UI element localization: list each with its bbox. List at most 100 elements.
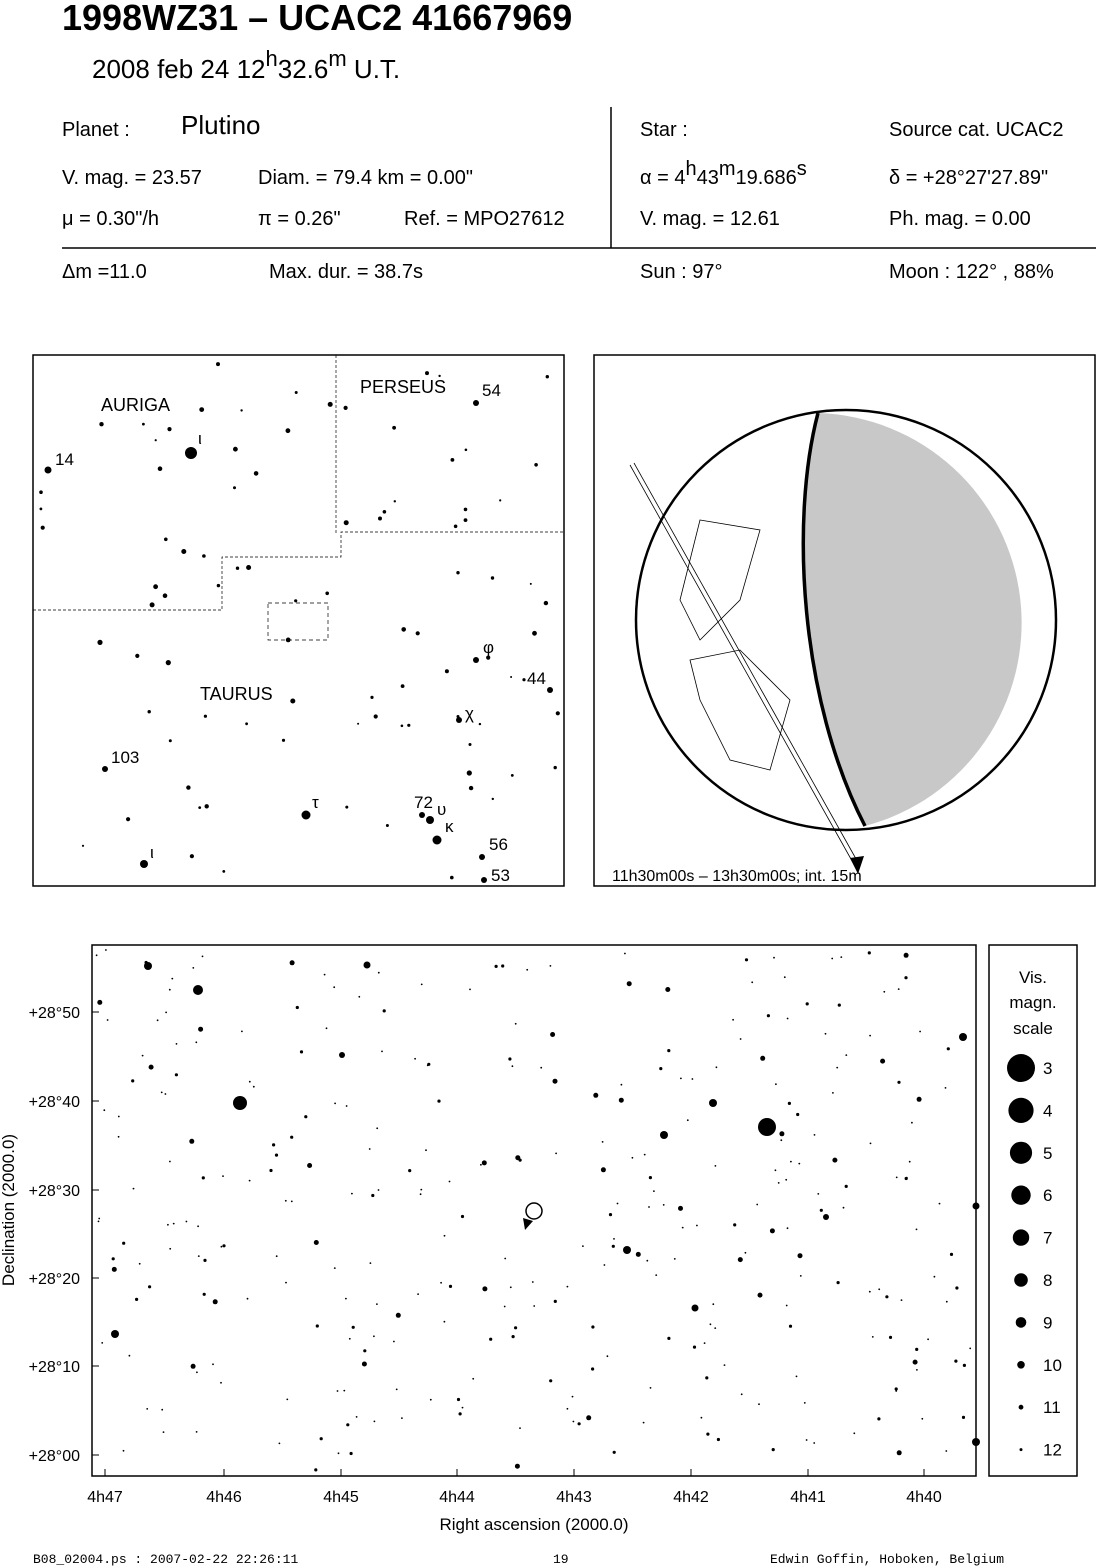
star — [319, 1437, 323, 1441]
star — [448, 1284, 453, 1288]
star — [172, 1222, 175, 1225]
star — [469, 988, 471, 991]
star — [480, 1163, 482, 1166]
star — [836, 1066, 839, 1069]
star — [420, 1188, 423, 1191]
star — [766, 1014, 771, 1018]
star — [660, 1131, 668, 1139]
star — [552, 1078, 558, 1084]
star — [377, 971, 380, 974]
star — [775, 1083, 777, 1086]
scale-dot — [1009, 1141, 1033, 1164]
star — [673, 1258, 676, 1260]
star — [540, 1066, 543, 1069]
star — [591, 1367, 595, 1371]
target-arrow — [523, 1218, 533, 1230]
scale-label: 8 — [1043, 1271, 1052, 1290]
sup: s — [797, 158, 807, 180]
star — [233, 446, 238, 452]
star — [686, 1119, 689, 1122]
star — [959, 1033, 967, 1041]
star — [837, 1003, 841, 1007]
star — [606, 1355, 609, 1358]
star — [103, 1109, 106, 1112]
star — [141, 1054, 144, 1057]
star — [867, 951, 871, 955]
field-frame — [91, 944, 977, 1477]
star — [349, 1451, 353, 1456]
star-label: ι — [198, 429, 202, 448]
star — [202, 554, 206, 558]
star — [773, 956, 775, 959]
star — [696, 1224, 698, 1227]
star — [819, 1208, 823, 1212]
star — [393, 500, 396, 503]
star — [456, 717, 462, 723]
star — [582, 1245, 584, 1247]
x-tick-label: 4h45 — [323, 1489, 359, 1506]
scale-label: 12 — [1043, 1441, 1062, 1460]
planet-label: Planet : — [62, 119, 130, 141]
target — [525, 1202, 543, 1220]
star — [786, 1227, 789, 1230]
star — [248, 1080, 251, 1083]
star — [616, 1202, 619, 1205]
star — [911, 1121, 913, 1124]
star — [392, 425, 396, 430]
star — [732, 1018, 734, 1021]
star — [101, 1342, 104, 1344]
star — [246, 565, 252, 570]
star — [758, 1118, 776, 1136]
star — [189, 1138, 195, 1144]
star — [813, 1442, 816, 1444]
y-tick-label: +28°00 — [29, 1448, 80, 1465]
terminator — [801, 412, 867, 827]
star — [880, 1058, 886, 1064]
star — [691, 1078, 694, 1080]
field-box — [267, 602, 329, 641]
star — [509, 1286, 512, 1289]
scale-dot — [1015, 1317, 1027, 1328]
star — [147, 710, 151, 714]
star — [370, 695, 374, 700]
star — [519, 1427, 521, 1429]
star — [739, 1038, 742, 1040]
star — [195, 1041, 198, 1044]
scale-label: 5 — [1043, 1144, 1052, 1163]
star — [456, 571, 460, 575]
star-label: τ — [312, 793, 319, 812]
star — [526, 968, 529, 971]
star — [545, 375, 549, 379]
globe-caption: 11h30m00s – 13h30m00s; int. 15m — [612, 868, 862, 885]
star — [304, 1115, 308, 1119]
alpha-h: α = 4 — [640, 167, 685, 189]
star — [235, 566, 240, 570]
star — [102, 766, 108, 772]
y-tick-label: +28°10 — [29, 1359, 80, 1376]
star — [216, 362, 220, 367]
track-arrow — [850, 856, 864, 874]
star — [744, 958, 749, 962]
track — [633, 462, 861, 867]
star — [111, 1257, 115, 1261]
star — [514, 1326, 518, 1330]
star — [128, 1354, 131, 1357]
star — [220, 1381, 222, 1384]
star — [566, 1285, 569, 1288]
star — [785, 1178, 788, 1181]
star — [631, 1156, 634, 1159]
star — [648, 1206, 650, 1208]
star — [547, 687, 553, 693]
star — [549, 1379, 553, 1383]
star — [443, 1234, 446, 1237]
moon: Moon : 122° , 88% — [889, 261, 1054, 283]
star — [216, 583, 221, 588]
star — [450, 875, 454, 880]
star — [294, 599, 298, 603]
sup-m: m — [328, 46, 346, 71]
star — [417, 1293, 419, 1295]
star — [284, 1199, 287, 1202]
scale-dot — [1007, 1054, 1035, 1082]
source: Source cat. UCAC2 — [889, 119, 1064, 141]
star — [680, 1077, 682, 1080]
